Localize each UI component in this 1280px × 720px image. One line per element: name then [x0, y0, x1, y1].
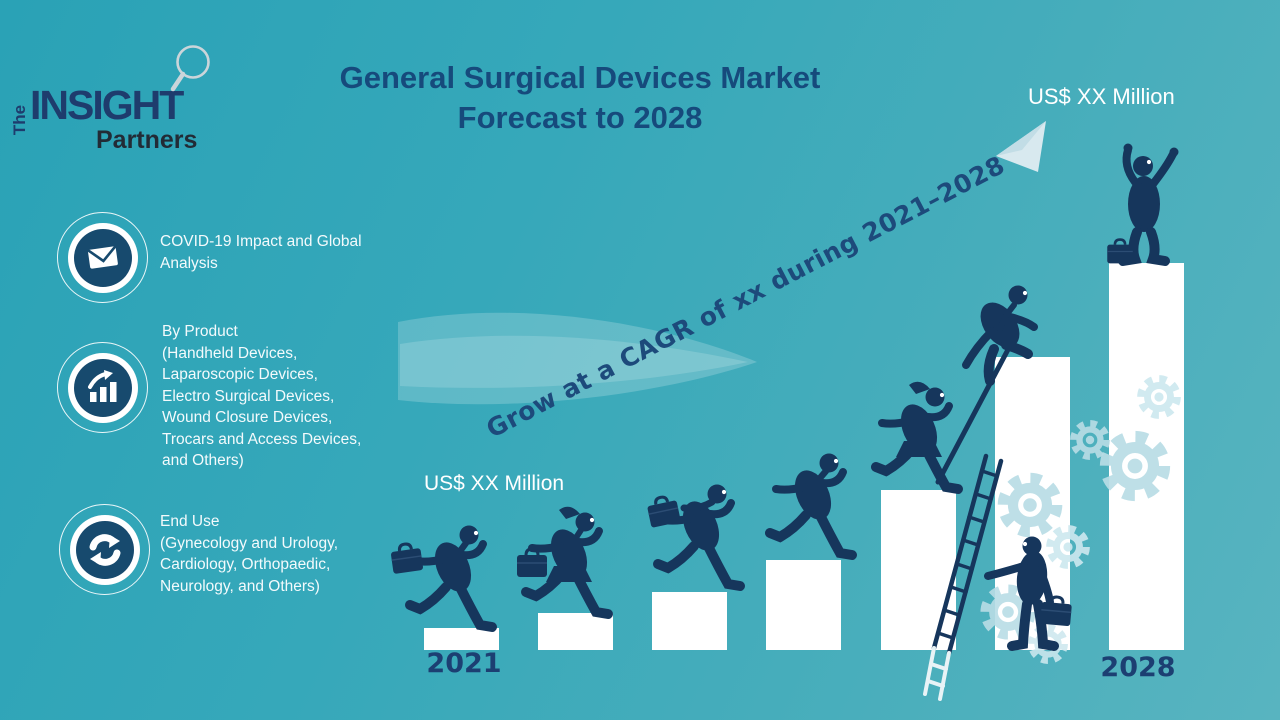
cycle-arrows-icon — [89, 533, 120, 566]
logo-insight: INSIGHT — [30, 82, 184, 128]
businessperson-runner-1 — [410, 526, 492, 628]
climbing-pole — [935, 339, 1015, 485]
briefcase-icon — [388, 540, 425, 576]
paper-plane-icon — [996, 121, 1046, 172]
envelope-icon — [86, 244, 118, 269]
businessperson-runner-5 — [876, 381, 958, 489]
ladder-lower — [923, 646, 951, 701]
feature-badge-end-use — [59, 504, 150, 595]
brand-logo: The INSIGHT Partners — [0, 34, 240, 154]
value-label-2028: US$ XX Million — [1028, 84, 1175, 109]
value-label-2021: US$ XX Million — [424, 472, 565, 495]
gear-icon — [1051, 530, 1086, 565]
businessperson-climber — [962, 285, 1038, 386]
feature-text-end-use: End Use (Gynecology and Urology, Cardiol… — [160, 513, 339, 595]
swoosh-highlight-inner — [400, 335, 748, 388]
businessperson-runner-2 — [526, 506, 608, 614]
ladder-icon — [931, 453, 1004, 656]
gear-icon — [1142, 380, 1177, 415]
chart-bar — [652, 592, 728, 650]
chart-bar-2021 — [424, 628, 499, 650]
chart-bar — [766, 560, 842, 650]
growth-chart-icon — [87, 369, 116, 402]
year-label-end: 2028 — [1100, 652, 1176, 683]
businessperson-runner-4 — [770, 454, 852, 556]
chart-bar — [538, 613, 614, 650]
gears-decoration — [986, 380, 1176, 660]
logo-partners: Partners — [96, 126, 198, 154]
feature-text-covid: COVID-19 Impact and Global Analysis — [160, 233, 362, 272]
gear-icon — [1005, 480, 1056, 531]
gear-icon — [1107, 438, 1163, 494]
chart-bar — [880, 490, 956, 650]
feature-badge-by-product — [57, 342, 148, 433]
feature-badge-covid — [57, 212, 148, 303]
gear-icon — [1074, 424, 1106, 456]
businessperson-celebrating — [1118, 143, 1179, 266]
year-label-start: 2021 — [426, 648, 502, 679]
businessperson-runner-3 — [658, 485, 740, 587]
briefcase-icon — [1038, 594, 1074, 628]
feature-text-by-product: By Product (Handheld Devices, Laparoscop… — [162, 323, 362, 469]
page-title: General Surgical Devices Market Forecast… — [339, 60, 821, 135]
businessperson-ladder-holder — [984, 536, 1059, 651]
briefcase-icon — [515, 547, 549, 579]
magnifier-icon — [170, 45, 210, 92]
swoosh-highlight — [398, 312, 757, 405]
